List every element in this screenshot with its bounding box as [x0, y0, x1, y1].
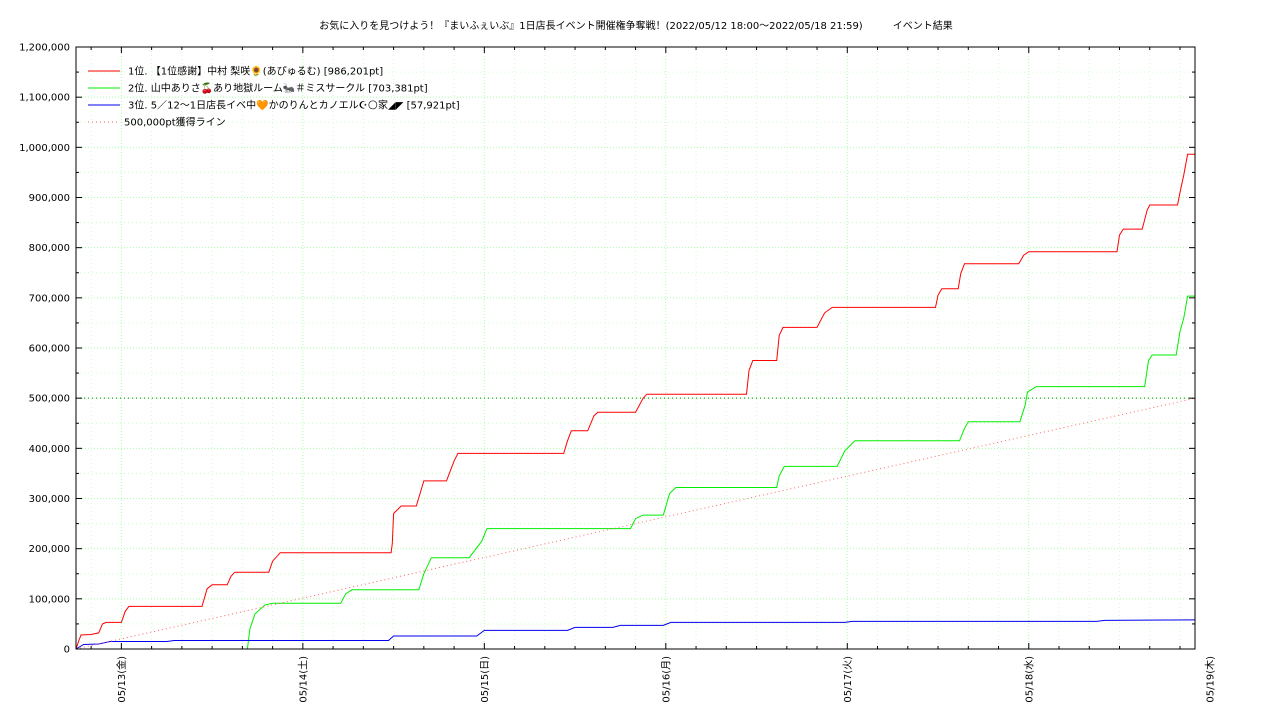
chart-title: お気に入りを見つけよう！『まいふぇいぶ』1日店長イベント開催権争奪戦！(2022… [319, 19, 952, 32]
y-tick-label: 400,000 [29, 444, 70, 455]
series-line-1 [75, 153, 1195, 650]
y-tick-label: 900,000 [29, 193, 70, 204]
legend-label-2: 2位. 山中ありさ🍒あり地獄ルーム🐜＃ミスサークル [703,381pt] [128, 82, 428, 95]
y-tick-label: 1,100,000 [19, 93, 70, 104]
x-tick-label: 05/15(日) [480, 656, 491, 703]
x-tick-label: 05/18(水) [1023, 656, 1035, 703]
x-tick-label: 05/16(月) [660, 656, 672, 703]
series-line-2 [246, 295, 1195, 650]
y-tick-label: 0 [64, 645, 70, 656]
axes: 0 100,000 200,000 300,000 400,000 500,000 600,… [19, 43, 1217, 703]
series-line-3 [75, 619, 1196, 650]
x-tick-label: 05/14(土) [296, 656, 309, 703]
y-tick-label: 700,000 [29, 293, 70, 304]
legend: 1位. 【1位感謝】中村 梨咲🌻(あぴゅるむ) [986,201pt] 2位. 山… [88, 65, 460, 129]
x-tick-label: 05/19(木) [1205, 656, 1217, 703]
x-tick-label: 05/17(火) [842, 656, 854, 703]
y-tick-label: 100,000 [29, 594, 70, 605]
x-tick-label: 05/13(金) [115, 656, 128, 703]
y-tick-label: 200,000 [29, 544, 70, 555]
y-tick-label: 1,200,000 [19, 43, 70, 54]
series-lines [75, 153, 1196, 650]
y-tick-label: 1,000,000 [19, 143, 70, 154]
y-tick-label: 600,000 [29, 344, 70, 355]
y-tick-label: 500,000 [29, 394, 70, 405]
legend-label-3: 3位. 5／12〜1日店長イベ中🧡かのりんとカノエル☪︎🌕家◢◤ [57,921… [128, 99, 460, 112]
legend-label-4: 500,000pt獲得ライン [124, 116, 226, 129]
legend-label-1: 1位. 【1位感謝】中村 梨咲🌻(あぴゅるむ) [986,201pt] [128, 65, 383, 78]
y-tick-label: 300,000 [29, 494, 70, 505]
grid [76, 47, 1195, 649]
y-tick-label: 800,000 [29, 243, 70, 254]
